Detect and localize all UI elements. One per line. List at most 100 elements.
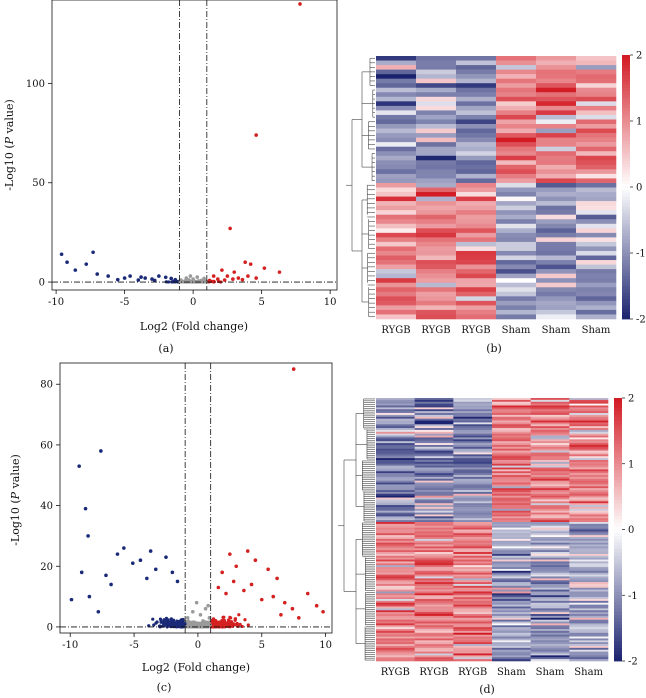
heatmap-cell	[569, 482, 609, 485]
heatmap-cell	[376, 291, 417, 297]
heatmap-cell	[569, 416, 609, 419]
heatmap-cell	[376, 518, 415, 521]
heatmap-cell	[414, 567, 454, 570]
heatmap-cell	[453, 456, 493, 459]
heatmap-cell	[376, 563, 415, 566]
heatmap-cell	[492, 493, 531, 496]
heatmap-cell	[536, 65, 577, 70]
heatmap-cell	[376, 223, 417, 229]
data-point	[173, 277, 178, 282]
heatmap-cell	[453, 486, 493, 489]
heatmap-cell	[376, 205, 417, 211]
heatmap-cell	[492, 435, 531, 438]
heatmap-cell	[453, 540, 493, 543]
heatmap-cell	[376, 529, 415, 532]
color-scale-label: 0	[628, 525, 634, 536]
heatmap-cell	[569, 465, 609, 468]
heatmap-cell	[569, 608, 609, 611]
heatmap-cell	[530, 535, 570, 538]
heatmap-cell	[492, 482, 531, 485]
heatmap-cell	[414, 563, 454, 566]
heatmap-cell	[414, 409, 454, 412]
heatmap-cell	[569, 399, 609, 403]
data-point	[220, 570, 224, 575]
heatmap-cell	[569, 557, 609, 560]
heatmap-cell	[414, 452, 454, 455]
heatmap-cell	[453, 585, 493, 589]
heatmap-cell	[569, 450, 609, 453]
heatmap-cell	[456, 92, 497, 98]
heatmap-cell	[530, 488, 570, 491]
color-scale-segment	[614, 473, 622, 478]
color-scale-segment	[614, 496, 622, 501]
heatmap-cell	[453, 443, 493, 446]
heatmap-cell	[453, 433, 493, 436]
heatmap-cell	[453, 516, 493, 519]
heatmap-cell	[416, 92, 457, 98]
heatmap-cell	[530, 505, 570, 508]
heatmap-cell	[569, 636, 609, 639]
heatmap-cell	[376, 465, 415, 468]
heatmap-cell	[414, 497, 454, 500]
heatmap-cell	[416, 173, 457, 179]
color-scale-segment	[622, 213, 630, 218]
heatmap-cell	[530, 557, 570, 560]
heatmap-cell	[569, 420, 609, 423]
data-point	[277, 270, 282, 274]
color-scale-segment	[622, 220, 630, 224]
heatmap-cell	[492, 630, 531, 634]
heatmap-cell	[453, 595, 493, 598]
heatmap-cell	[569, 559, 609, 562]
heatmap-cell	[453, 655, 493, 658]
heatmap-cell	[376, 439, 415, 442]
heatmap-cell	[576, 214, 617, 220]
heatmap-cell	[496, 173, 537, 179]
color-scale-segment	[622, 64, 630, 69]
heatmap-cell	[530, 546, 570, 549]
heatmap-cell	[414, 642, 454, 645]
heatmap-cell	[376, 580, 415, 583]
data-point	[164, 616, 169, 621]
data-point	[227, 620, 232, 624]
data-point	[77, 464, 81, 468]
color-scale-segment	[622, 305, 630, 310]
heatmap-cell	[453, 422, 493, 425]
heatmap-cell	[496, 305, 537, 311]
heatmap-cell	[416, 237, 457, 243]
color-scale-segment	[622, 84, 630, 89]
heatmap-cell	[453, 623, 493, 626]
heatmap-cell	[536, 205, 577, 211]
heatmap-cell	[376, 632, 415, 635]
heatmap-cell	[376, 482, 415, 485]
heatmap-cell	[536, 309, 577, 315]
heatmap-cell	[492, 659, 531, 662]
heatmap-cell	[576, 278, 617, 284]
heatmap-cell	[492, 608, 531, 611]
heatmap-cell	[496, 309, 537, 315]
heatmap-cell	[569, 469, 609, 472]
color-scale-segment	[622, 233, 630, 237]
heatmap-cell	[496, 155, 537, 161]
heatmap-cell	[376, 610, 415, 613]
heatmap-cell	[536, 60, 577, 66]
heatmap-cell	[376, 617, 415, 620]
data-point	[321, 609, 325, 614]
heatmap-cell	[569, 448, 609, 451]
heatmap-cell	[456, 137, 497, 143]
heatmap-cell	[530, 527, 570, 530]
column-label: RYGB	[421, 325, 450, 336]
heatmap-cell	[453, 414, 493, 418]
heatmap-cell	[376, 429, 415, 433]
heatmap-cell	[576, 309, 617, 315]
heatmap-cell	[453, 544, 493, 547]
column-label: RYGB	[458, 667, 487, 678]
data-point	[157, 274, 161, 278]
heatmap-cell	[453, 552, 493, 555]
heatmap-cell	[576, 219, 617, 225]
color-scale-segment	[614, 591, 622, 596]
heatmap-cell	[376, 409, 415, 412]
data-point	[240, 277, 245, 282]
heatmap-cell	[569, 645, 609, 649]
heatmap-cell	[576, 164, 617, 170]
